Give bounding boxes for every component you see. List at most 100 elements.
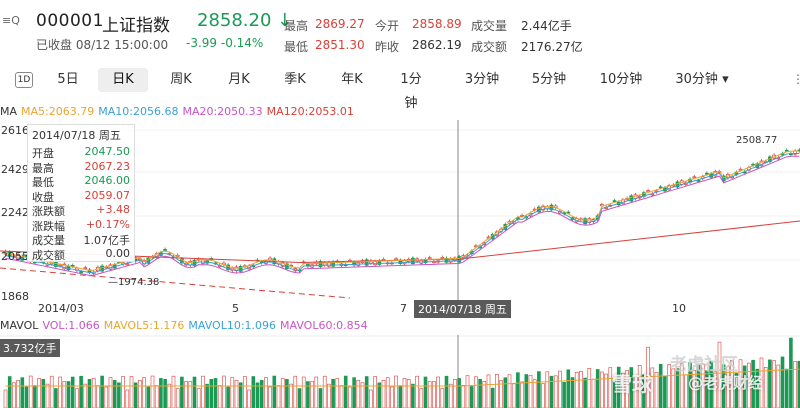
candle-body (583, 218, 587, 225)
candle-body (612, 200, 617, 202)
volume-bar (490, 387, 495, 408)
tab-8[interactable]: 3分钟 (464, 72, 500, 87)
volume-bar (772, 360, 776, 408)
tab-9[interactable]: 5分钟 (531, 72, 567, 87)
y-tick-label: 2055 (1, 250, 29, 263)
high-annotation: 2508.77 (736, 135, 778, 146)
stat-label: 最高 (284, 19, 309, 33)
volume-bar (20, 377, 25, 408)
stat-value: 2858.89 (412, 17, 462, 31)
volume-bar (356, 380, 361, 408)
volume-bar (226, 386, 230, 408)
volume-bar (507, 374, 512, 408)
volume-bar (75, 388, 79, 408)
more-options-icon[interactable]: ⋮ (792, 72, 800, 86)
volume-bar (322, 375, 327, 408)
volume-bar (66, 381, 71, 408)
volume-bar (213, 378, 218, 408)
down-arrow-icon: ↓ (277, 10, 293, 31)
volume-bar (600, 371, 604, 408)
volume-bar (549, 375, 554, 408)
volume-bar (314, 376, 319, 408)
volume-bar (301, 376, 306, 408)
volume-bar (751, 359, 755, 408)
market-status: 已收盘 08/12 15:00:00 (36, 38, 169, 52)
volume-bar (146, 386, 151, 408)
volume-bar (217, 385, 222, 408)
candle-body (83, 267, 88, 270)
tab-0[interactable]: 1D (15, 72, 33, 88)
volume-bar (343, 375, 348, 408)
volume-bar (604, 373, 608, 408)
tab-7[interactable]: 1分钟 (400, 72, 422, 111)
tooltip-row-label: 开盘 (32, 147, 54, 160)
tab-4[interactable]: 月K (228, 72, 250, 87)
volume-bar (511, 383, 516, 408)
volume-bar (37, 378, 41, 408)
crosshair-date-label: 2014/07/18 周五 (414, 300, 511, 318)
candle-body (629, 195, 634, 202)
volume-bar (192, 376, 197, 408)
candle-body (705, 172, 709, 175)
volume-bar (465, 375, 470, 408)
menu-search-icon[interactable]: ≡Q (2, 14, 20, 27)
tab-3[interactable]: 周K (170, 72, 192, 87)
candle-body (411, 257, 415, 265)
volume-bar (780, 356, 785, 408)
volume-bar (453, 379, 457, 408)
volume-bar (280, 378, 285, 408)
volume-bar (427, 381, 432, 408)
volume-bar (608, 367, 613, 408)
volume-bar (331, 379, 335, 408)
tooltip-row-value: 2059.07 (84, 188, 131, 202)
volume-bar (360, 382, 365, 408)
volume-bar (524, 374, 529, 408)
stock-code: 000001 (36, 11, 104, 31)
volume-bar (108, 377, 113, 408)
candle-body (692, 176, 697, 179)
volume-bar (406, 379, 411, 408)
volume-bar (369, 389, 373, 408)
stat-label: 最低 (284, 40, 309, 54)
volume-bar (175, 388, 180, 408)
volume-bar (133, 382, 138, 408)
volume-bar (381, 380, 386, 408)
volume-bar (591, 378, 596, 408)
candle-body (427, 257, 432, 259)
volume-bar (339, 385, 344, 408)
volume-bar (70, 376, 75, 408)
candle-body (646, 190, 650, 193)
volume-bar (297, 388, 302, 408)
volume-bar (461, 385, 466, 408)
volume-bar (196, 388, 201, 408)
volume-bar (713, 371, 718, 408)
ma-legend-item: MA10:2056.68 (98, 105, 179, 118)
tooltip-row-label: 收盘 (32, 190, 54, 204)
volume-legend: MAVOL VOL:1.066 MAVOL5:1.176 MAVOL10:1.096 M… (0, 319, 372, 332)
tooltip-row-value: 2067.23 (84, 159, 131, 173)
volume-bar (650, 367, 655, 408)
x-tick-label: 2014/03 (38, 302, 84, 315)
volume-bar (87, 379, 92, 408)
volume-bar (545, 371, 550, 408)
last-price: 2858.20 ↓ (197, 10, 293, 31)
volume-chart[interactable] (0, 335, 800, 408)
candle-body (62, 263, 67, 270)
tab-10[interactable]: 10分钟 (599, 72, 643, 87)
tooltip-row-value: 2046.00 (84, 174, 131, 187)
tab-11[interactable]: 30分钟 ▾ (675, 72, 729, 87)
volume-bar (180, 376, 184, 408)
tab-1[interactable]: 5日 (57, 72, 79, 87)
volume-bar (117, 382, 121, 408)
candle-body (394, 258, 398, 261)
volume-bar (138, 380, 142, 408)
volume-bar (285, 379, 289, 408)
tab-2[interactable]: 日K (98, 68, 148, 92)
tab-6[interactable]: 年K (341, 72, 363, 87)
volume-bar (209, 379, 214, 408)
tab-5[interactable]: 季K (284, 72, 306, 87)
x-tick-label: 10 (672, 302, 686, 315)
volume-bar (583, 377, 587, 408)
volume-bar (763, 367, 768, 408)
tooltip-row-label: 涨跌额 (32, 205, 65, 218)
